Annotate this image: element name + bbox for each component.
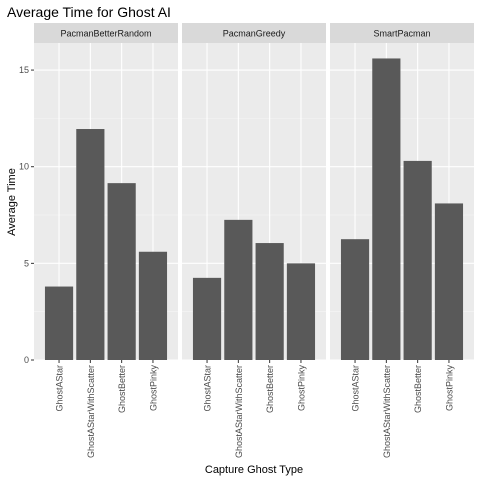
x-tick-label: GhostBetter — [413, 365, 423, 413]
x-tick-label: GhostAStar — [203, 365, 213, 412]
facets: PacmanBetterRandom GhostAStar GhostAStarWi… — [34, 23, 474, 458]
x-tick-label: GhostPinky — [444, 365, 454, 412]
x-tick-label: GhostPinky — [296, 365, 306, 412]
x-tick-label: GhostAStarWithScatter — [382, 365, 392, 458]
bar — [44, 286, 74, 360]
x-tick-label: GhostAStar — [351, 365, 361, 412]
facet-strip-label: PacmanGreedy — [223, 29, 286, 39]
x-tick-label: GhostPinky — [148, 365, 158, 412]
y-tick-label: 10 — [19, 162, 29, 172]
bar — [403, 160, 432, 360]
x-tick-label: GhostBetter — [265, 365, 275, 413]
x-tick-label: GhostBetter — [117, 365, 127, 413]
bar — [76, 129, 105, 360]
y-tick-label: 15 — [19, 65, 29, 75]
facet-strip-label: PacmanBetterRandom — [60, 29, 151, 39]
x-tick-label: GhostAStarWithScatter — [234, 365, 244, 458]
x-tick-label: GhostAStarWithScatter — [86, 365, 96, 458]
x-tick-label: GhostAStar — [55, 365, 65, 412]
facet-panel-3: SmartPacman GhostAStar GhostAStarWithScatt… — [330, 23, 474, 458]
x-axis-title: Capture Ghost Type — [205, 464, 303, 476]
facet-panel-2: PacmanGreedy GhostAStar GhostAStarWithScat… — [182, 23, 326, 458]
bar — [434, 203, 464, 360]
facet-strip — [182, 23, 326, 43]
y-axis: 0 5 10 15 — [19, 65, 34, 365]
bar — [340, 239, 370, 360]
facet-strip — [330, 23, 474, 43]
y-tick-label: 5 — [24, 258, 29, 268]
facet-panel-1: PacmanBetterRandom GhostAStar GhostAStarWi… — [34, 23, 178, 458]
bar — [107, 183, 136, 360]
bar — [224, 219, 253, 360]
bar — [192, 277, 222, 360]
bar — [138, 251, 168, 360]
facet-strip — [34, 23, 178, 43]
bar — [286, 263, 316, 360]
y-axis-title: Average Time — [6, 168, 18, 236]
facet-strip-label: SmartPacman — [373, 29, 430, 39]
bar — [372, 58, 401, 361]
y-tick-label: 0 — [24, 355, 29, 365]
chart-title: Average Time for Ghost AI — [7, 4, 171, 20]
bar — [255, 243, 284, 360]
